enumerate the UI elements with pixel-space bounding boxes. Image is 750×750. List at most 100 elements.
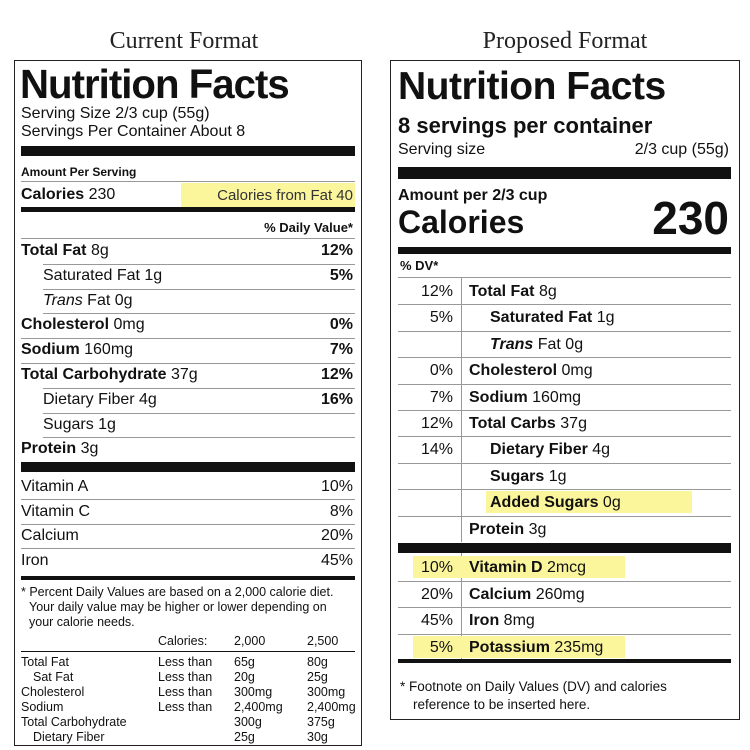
proposed-nutrient-name: Sodium <box>469 388 528 406</box>
current-table-value-2500: 300mg <box>307 685 346 699</box>
proposed-nutrient-name: Protein <box>469 520 525 538</box>
current-nutrient-amount: 4g <box>139 390 157 408</box>
current-nutrient-dv: 7% <box>329 341 353 359</box>
proposed-nutrient-row: Dietary Fiber 4g <box>490 441 610 459</box>
current-row-divider <box>43 263 355 265</box>
current-table-limit: Less than <box>158 685 213 699</box>
proposed-row-divider <box>398 383 731 385</box>
proposed-vitamin-row: Calcium 260mg <box>469 586 585 604</box>
current-table-limit: Less than <box>158 655 213 669</box>
proposed-nutrient-amount: 4g <box>592 441 611 459</box>
current-calories-from-fat: Calories from Fat 40 <box>217 187 353 204</box>
current-vitamin-name: Calcium <box>21 527 79 544</box>
proposed-row-divider <box>398 304 731 306</box>
current-nutrient-row: Trans Fat 0g <box>43 292 133 310</box>
proposed-row-divider <box>398 357 731 359</box>
current-nutrient-name: Saturated Fat <box>43 266 140 284</box>
proposed-nutrient-row: Sugars 1g <box>490 468 567 486</box>
current-thick-rule-1 <box>21 146 355 156</box>
proposed-vitamin-divider <box>398 607 731 608</box>
current-table-value-2000: 300g <box>234 715 262 729</box>
current-label-panel: Nutrition Facts Serving Size 2/3 cup (55… <box>14 60 362 746</box>
current-nutrient-name: Dietary Fiber <box>43 390 135 408</box>
current-table-value-2000: 300mg <box>234 685 273 699</box>
current-nutrient-name: Cholesterol <box>21 316 110 334</box>
current-nutrient-row: Saturated Fat 1g <box>43 267 162 285</box>
current-nutrient-row: Sodium 160mg <box>21 341 133 359</box>
proposed-row-divider <box>398 410 731 411</box>
proposed-vitamin-divider <box>398 633 731 635</box>
current-nutrient-row: Total Fat 8g <box>21 242 109 260</box>
current-vitamin-name: Vitamin A <box>21 478 89 495</box>
proposed-nutrient-amount: 0g <box>602 494 621 512</box>
current-table-value-2500: 2,400mg <box>307 700 356 714</box>
proposed-nutrient-row: Sodium 160mg <box>469 389 581 407</box>
current-vitamin-name: Iron <box>21 551 49 569</box>
proposed-nutrient-amount: 3g <box>528 520 547 538</box>
proposed-nutrient-name: Trans <box>490 335 534 353</box>
current-nutrient-name: Total Fat <box>21 242 87 259</box>
current-row-divider <box>43 412 355 414</box>
current-table-value-2000: 2,400mg <box>234 700 283 714</box>
proposed-serving-size-value: 2/3 cup (55g) <box>634 141 729 158</box>
proposed-nutrient-amount: 37g <box>560 415 587 432</box>
proposed-vitamin-amount: 2mcg <box>546 559 587 576</box>
current-nutrient-amount: 1g <box>98 415 116 433</box>
current-vitamin-divider <box>21 523 355 525</box>
proposed-nutrient-name: Sugars <box>490 467 545 485</box>
proposed-nutrient-dv: 12% <box>420 415 453 432</box>
proposed-nutrient-row: Saturated Fat 1g <box>490 309 615 327</box>
proposed-nutrient-dv: 14% <box>420 441 453 459</box>
current-table-limit: Less than <box>158 700 213 714</box>
current-row-divider <box>43 313 355 315</box>
current-servings-per-container: Servings Per Container About 8 <box>21 123 246 140</box>
proposed-nutrient-name: Total Carbs <box>469 415 556 432</box>
proposed-nutrient-amount: 8g <box>538 283 557 300</box>
proposed-footnote-1: * Footnote on Daily Values (DV) and calo… <box>400 679 667 694</box>
proposed-vitamin-row: Potassium 235mg <box>469 639 603 657</box>
current-table-value-2500: 25g <box>307 670 328 684</box>
current-serving-size: Serving Size 2/3 cup (55g) <box>21 105 210 122</box>
current-nutrient-dv: 5% <box>329 266 353 284</box>
proposed-row-divider <box>398 436 731 438</box>
proposed-nutrient-dv: 0% <box>429 362 453 380</box>
proposed-row-divider <box>398 515 731 517</box>
current-table-calories-label: Calories: <box>158 634 208 648</box>
proposed-vitamin-amount: 235mg <box>554 638 604 656</box>
proposed-vitamin-dv: 5% <box>429 638 453 656</box>
current-nutrient-row: Protein 3g <box>21 440 98 458</box>
current-vitamin-dv: 8% <box>329 502 353 520</box>
current-row-divider <box>21 338 355 340</box>
current-vitamin-dv: 20% <box>320 527 353 544</box>
proposed-vitamin-divider <box>398 580 731 582</box>
current-calories-label: Calories <box>21 186 85 203</box>
current-nutrient-amount: 37g <box>170 366 198 383</box>
current-nutrient-row: Cholesterol 0mg <box>21 316 145 334</box>
current-table-value-2500: 30g <box>307 730 328 744</box>
proposed-nutrient-row: Total Carbs 37g <box>469 415 587 433</box>
proposed-nutrient-row: Added Sugars 0g <box>490 494 621 512</box>
current-format-heading: Current Format <box>109 28 259 54</box>
current-table-col-2500: 2,500 <box>307 634 339 648</box>
proposed-vitamin-name: Vitamin D <box>469 559 543 576</box>
proposed-label-panel: Nutrition Facts 8 servings per container… <box>390 60 740 720</box>
current-table-value-2000: 20g <box>234 670 255 684</box>
proposed-nutrient-amount: 0mg <box>561 362 593 380</box>
proposed-column-divider-2 <box>461 553 462 659</box>
current-vitamin-dv: 45% <box>320 551 353 569</box>
current-row-divider <box>43 437 355 439</box>
proposed-footnote-2: reference to be inserted here. <box>413 697 591 712</box>
proposed-vitamin-name: Calcium <box>469 585 532 603</box>
proposed-nutrient-name: Total Fat <box>469 283 535 300</box>
proposed-calories-value: 230 <box>652 192 729 244</box>
current-nutrient-name: Sugars <box>43 415 94 433</box>
current-nutrient-row: Dietary Fiber 4g <box>43 391 157 409</box>
current-nutrient-row: Total Carbohydrate 37g <box>21 366 198 384</box>
proposed-vitamin-name: Potassium <box>469 638 550 656</box>
current-nutrient-amount: 8g <box>90 242 109 259</box>
proposed-vitamin-highlight <box>413 556 625 578</box>
current-table-nutrient: Dietary Fiber <box>33 730 105 744</box>
proposed-row-divider <box>398 330 731 332</box>
current-vitamin-divider <box>21 499 355 500</box>
current-vitamin-dv: 10% <box>320 478 353 495</box>
